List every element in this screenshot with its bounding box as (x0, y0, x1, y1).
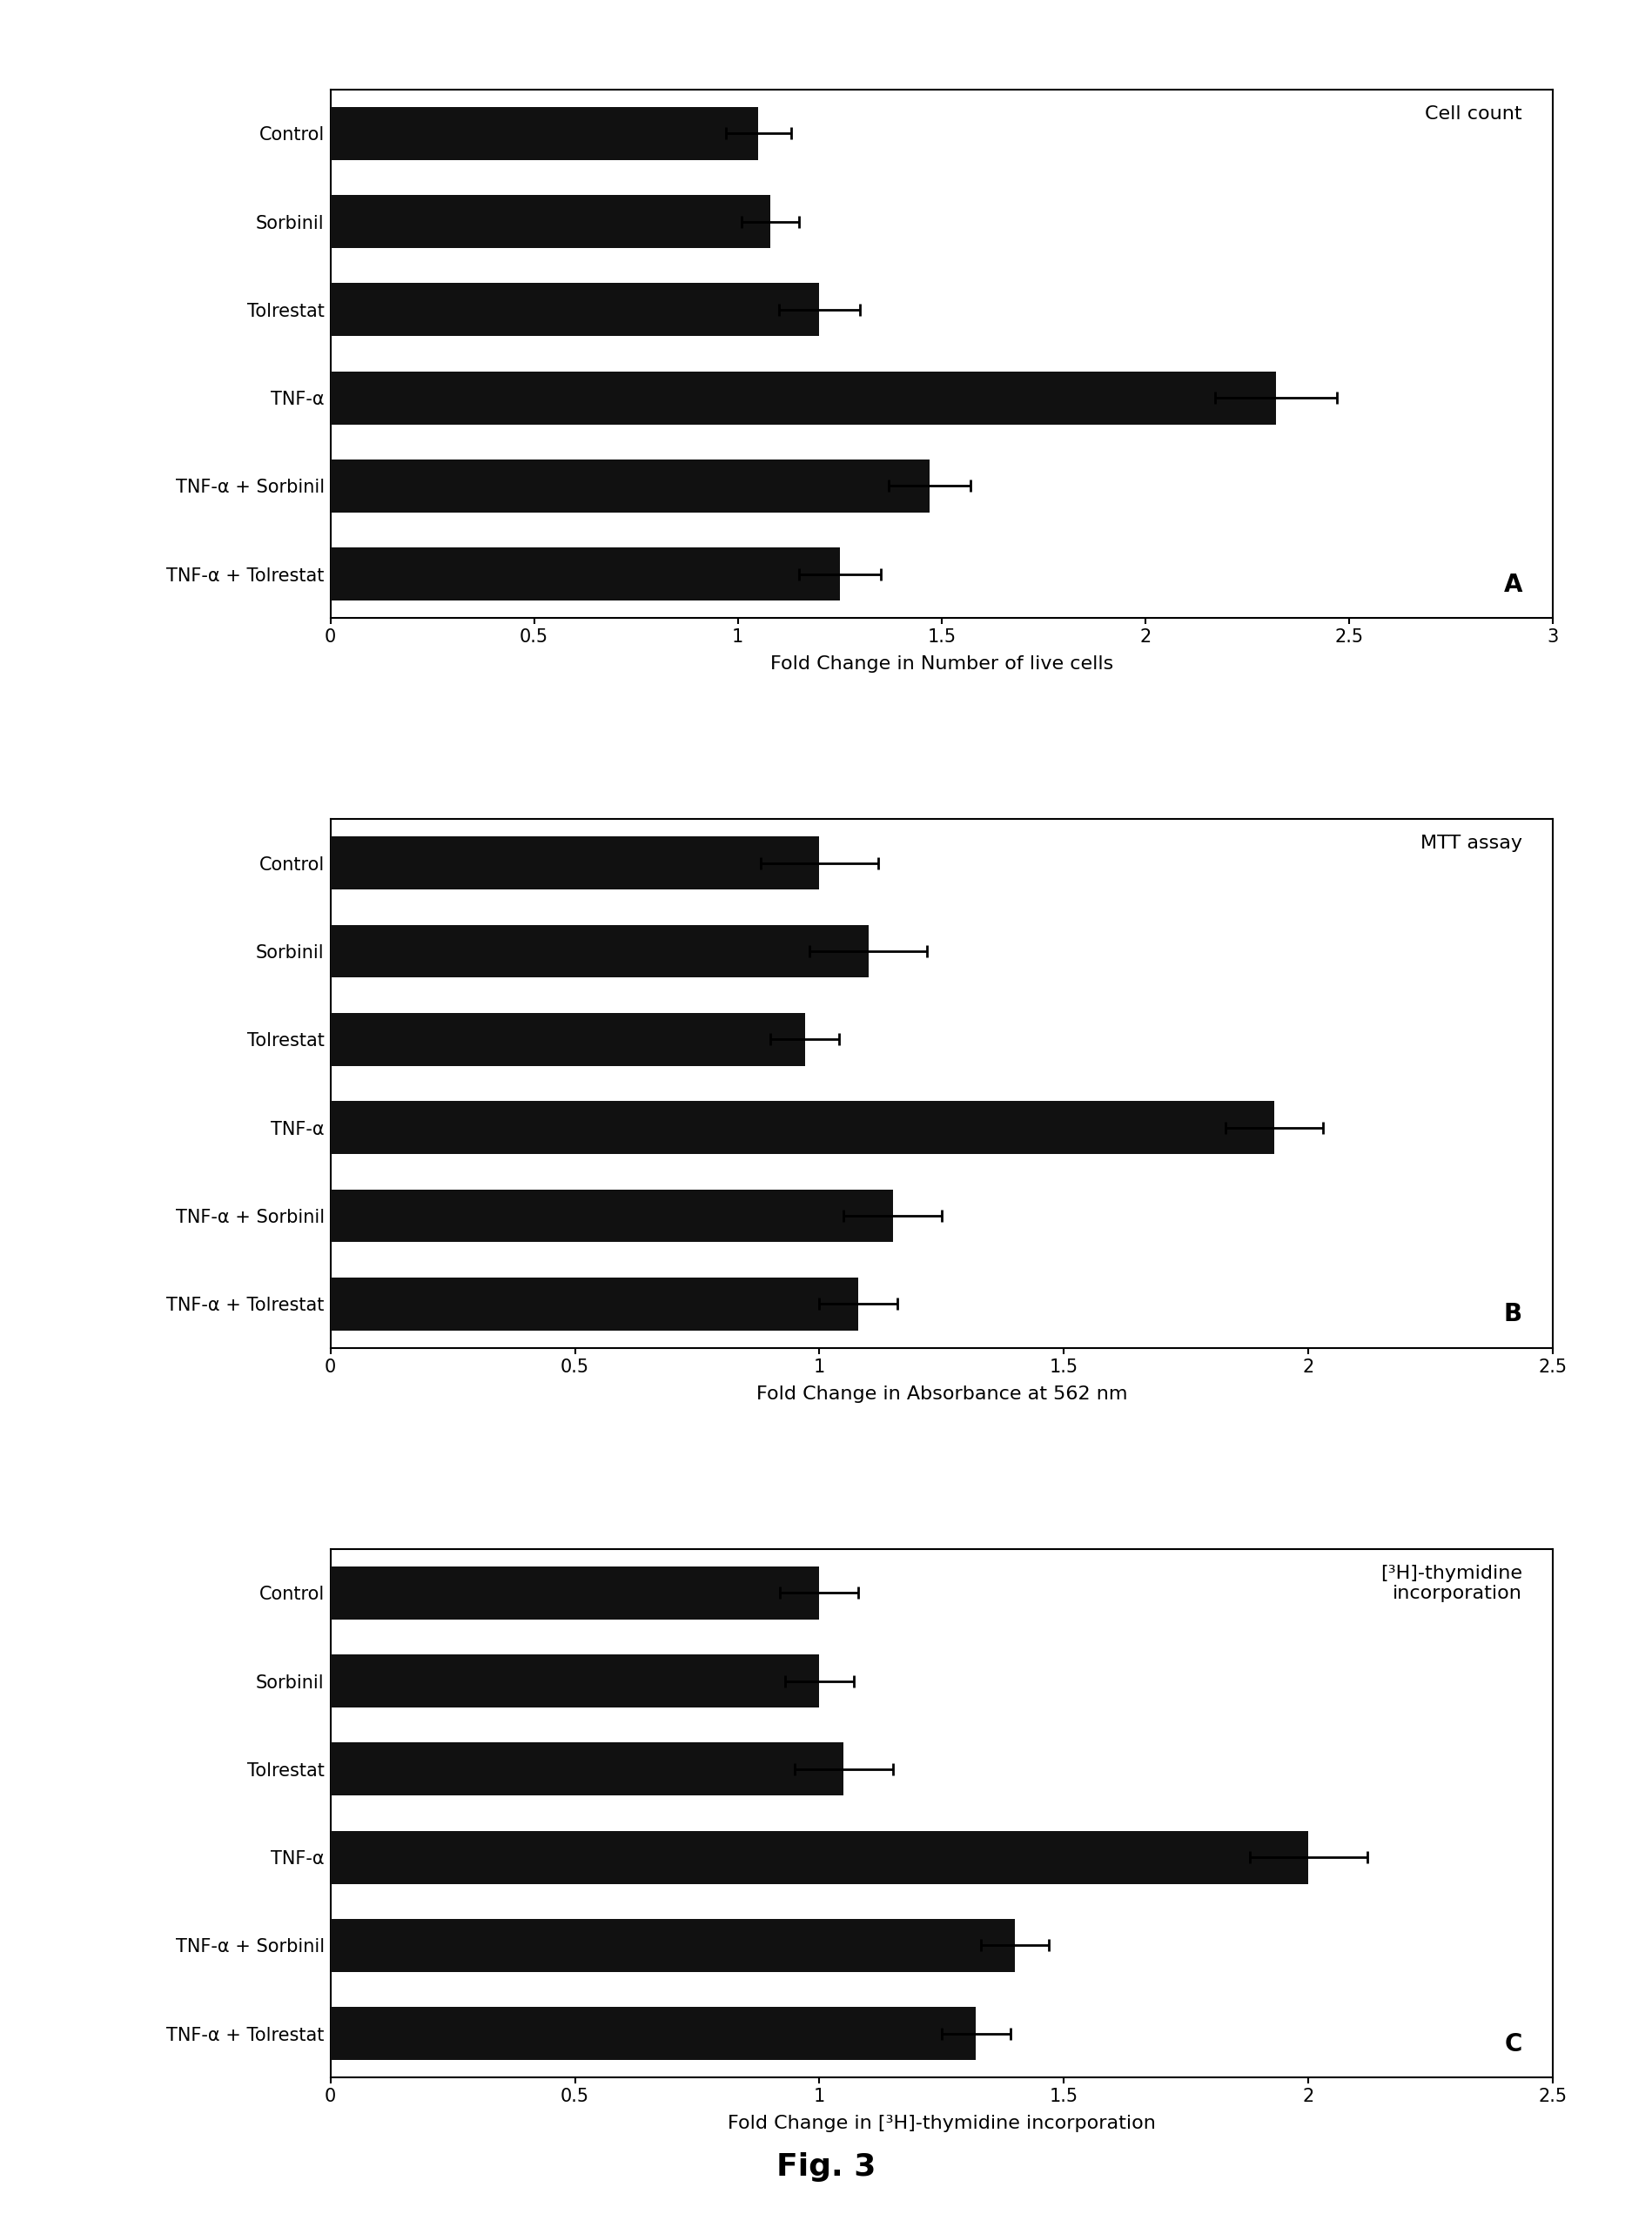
Bar (330, 1655, 819, 1707)
Bar (330, 547, 839, 601)
Bar (330, 838, 819, 889)
Bar (330, 371, 1275, 424)
X-axis label: Fold Change in Absorbance at 562 nm: Fold Change in Absorbance at 562 nm (757, 1385, 1127, 1403)
Bar (330, 1743, 844, 1796)
Bar (330, 284, 819, 335)
Bar (330, 2006, 976, 2060)
Text: Cell count: Cell count (1426, 105, 1523, 123)
Bar (330, 460, 930, 512)
Bar (330, 1832, 1308, 1883)
Bar (330, 1012, 805, 1066)
Bar (330, 194, 770, 248)
Text: A: A (1503, 572, 1523, 596)
Bar (330, 1278, 859, 1329)
Bar (330, 1566, 819, 1620)
Bar (330, 1101, 1274, 1155)
Bar (330, 925, 869, 978)
Bar (330, 107, 758, 161)
X-axis label: Fold Change in Number of live cells: Fold Change in Number of live cells (770, 655, 1113, 672)
X-axis label: Fold Change in [³H]-thymidine incorporation: Fold Change in [³H]-thymidine incorporat… (727, 2116, 1156, 2133)
Bar (330, 1919, 1014, 1973)
Bar (330, 1188, 892, 1242)
Text: MTT assay: MTT assay (1421, 836, 1523, 853)
Text: C: C (1505, 2033, 1523, 2058)
Text: [³H]-thymidine
incorporation: [³H]-thymidine incorporation (1381, 1564, 1523, 1602)
Text: B: B (1503, 1302, 1523, 1327)
Text: Fig. 3: Fig. 3 (776, 2151, 876, 2183)
